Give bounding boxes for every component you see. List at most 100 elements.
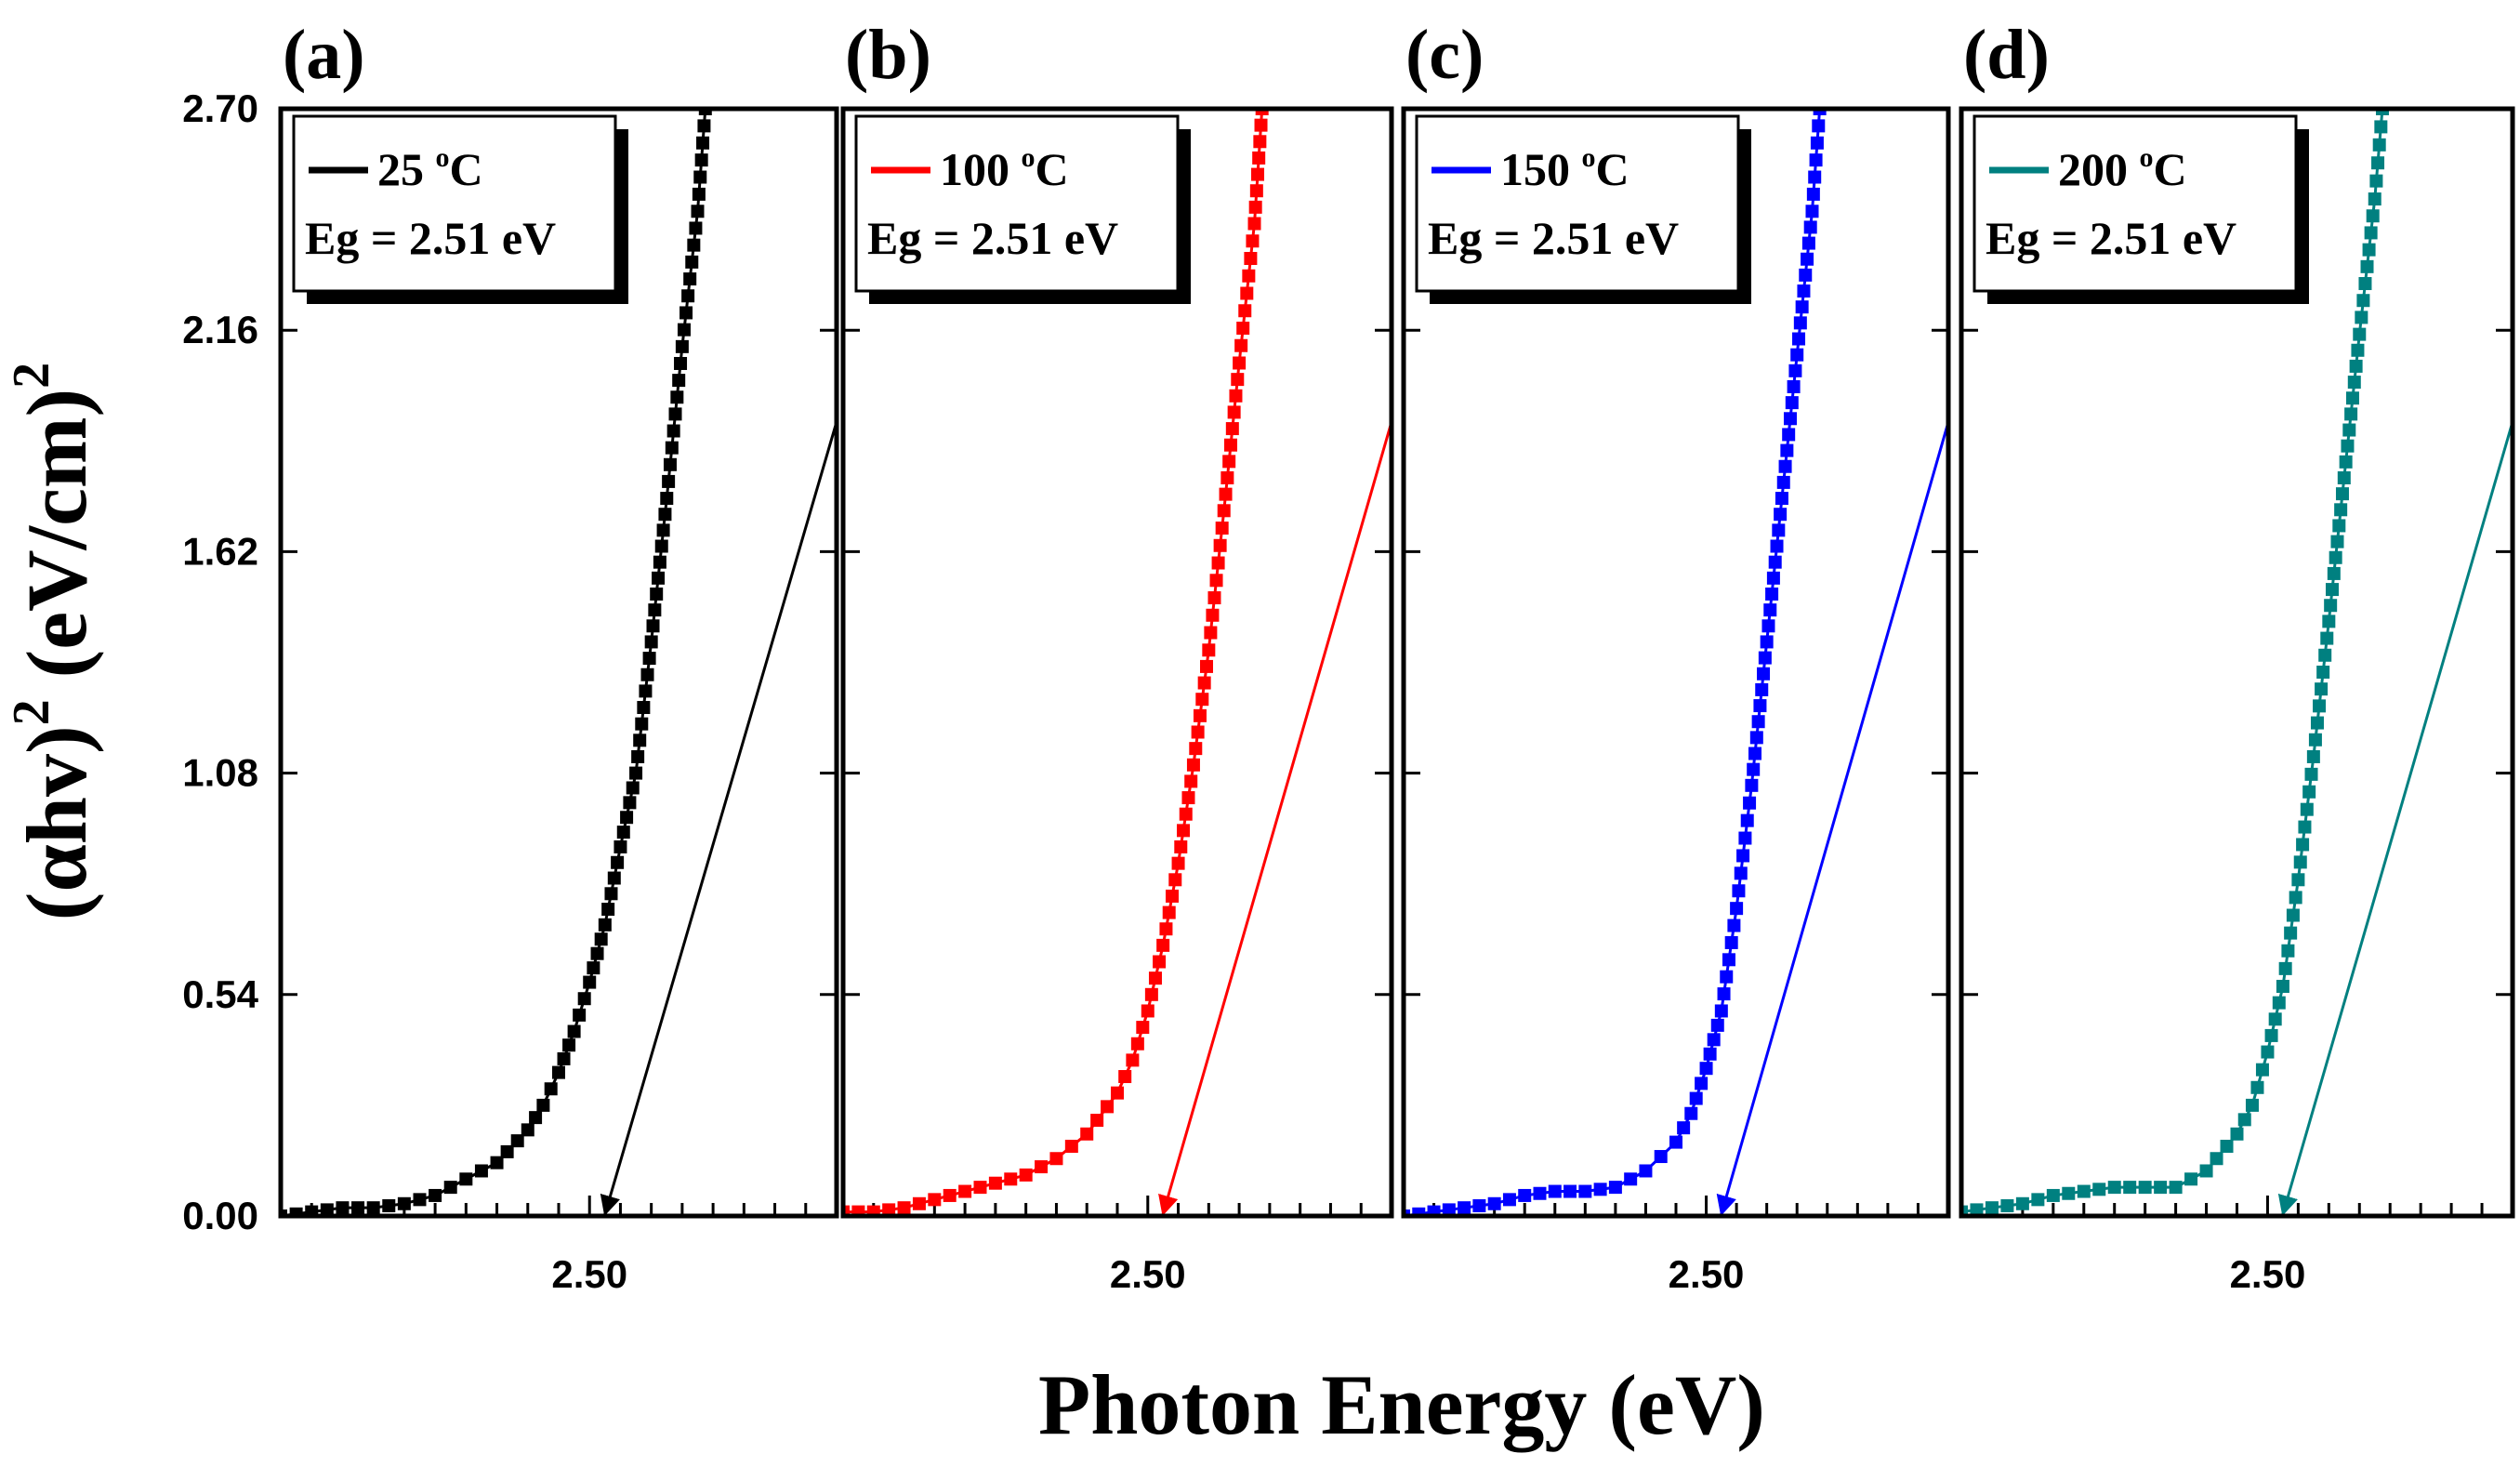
- data-point: [2318, 648, 2332, 662]
- legend-temperature: 100 oC: [940, 142, 1069, 195]
- data-point: [1427, 1205, 1441, 1216]
- data-point: [1803, 220, 1817, 234]
- series: [281, 109, 837, 1216]
- data-point: [689, 221, 703, 235]
- series: [843, 109, 1392, 1216]
- x-axis-title: Photon Energy (eV): [1038, 1357, 1765, 1452]
- data-point: [1111, 1086, 1124, 1100]
- data-point: [1156, 938, 1170, 952]
- data-point: [1240, 286, 1254, 300]
- data-point: [2300, 802, 2314, 816]
- data-point: [692, 187, 706, 201]
- legend-degree: o: [436, 142, 450, 173]
- data-point: [1179, 807, 1193, 821]
- data-point: [1248, 200, 1262, 214]
- data-point: [663, 457, 677, 471]
- data-point: [1233, 356, 1247, 370]
- data-point: [1189, 742, 1203, 756]
- data-point: [1229, 389, 1243, 403]
- data-point: [552, 1065, 565, 1079]
- data-point: [443, 1181, 457, 1195]
- data-point: [2345, 391, 2359, 405]
- data-point: [694, 153, 708, 167]
- data-point: [1724, 935, 1738, 949]
- data-point: [1745, 778, 1759, 792]
- data-point: [1695, 1077, 1709, 1090]
- data-point: [604, 887, 618, 901]
- legend-box: [1972, 114, 2298, 293]
- data-point: [1707, 1033, 1721, 1047]
- panel-frame: [278, 106, 839, 1219]
- data-point: [1763, 603, 1777, 617]
- data-point: [536, 1098, 550, 1112]
- data-point: [2341, 439, 2355, 453]
- data-point: [1772, 523, 1786, 537]
- data-point: [583, 975, 597, 989]
- data-point: [683, 272, 697, 286]
- data-point: [2237, 1113, 2251, 1127]
- data-point: [2337, 471, 2351, 484]
- legend-temperature: 200 oC: [2058, 142, 2187, 195]
- data-point: [1166, 889, 1179, 903]
- data-point: [413, 1193, 427, 1207]
- data-point: [1717, 987, 1731, 1001]
- y-axis-title: (αhv)2 (eV/cm)2: [3, 363, 104, 920]
- data-point: [1472, 1198, 1486, 1212]
- legend-unit: C: [450, 143, 483, 195]
- data-point: [1703, 1047, 1717, 1061]
- data-point: [1755, 682, 1769, 696]
- data-point: [912, 1196, 926, 1210]
- data-point: [1795, 300, 1809, 314]
- data-point: [366, 1201, 380, 1215]
- data-point: [1801, 236, 1815, 250]
- data-point: [1204, 626, 1218, 640]
- data-point: [1797, 284, 1811, 298]
- data-point: [843, 1205, 850, 1216]
- data-point: [1766, 571, 1780, 585]
- data-point: [567, 1024, 581, 1038]
- data-point: [590, 946, 604, 960]
- data-point: [866, 1205, 880, 1216]
- data-point: [650, 587, 664, 601]
- data-point: [2372, 138, 2386, 152]
- legend-unit: C: [2154, 143, 2187, 195]
- data-point: [1765, 587, 1779, 601]
- data-point: [1699, 1062, 1713, 1076]
- data-point: [620, 811, 634, 825]
- data-point: [639, 684, 653, 698]
- data-point: [2284, 926, 2298, 940]
- data-point: [2322, 615, 2336, 628]
- data-point: [988, 1176, 1002, 1190]
- data-point: [320, 1203, 334, 1216]
- data-point: [1181, 791, 1195, 805]
- data-point: [1787, 379, 1801, 393]
- y-tick-label: 0.54: [182, 972, 258, 1016]
- data-point: [1747, 762, 1761, 776]
- data-point: [1487, 1196, 1501, 1210]
- legend-temperature-value: 100: [940, 143, 1022, 195]
- data-point: [1970, 1203, 1984, 1216]
- data-point: [1669, 1135, 1682, 1149]
- data-point: [557, 1051, 571, 1065]
- y-axis-title-rest: (eV/cm): [9, 389, 104, 700]
- data-point: [1220, 471, 1234, 484]
- data-point: [544, 1082, 558, 1096]
- data-point: [1780, 443, 1794, 457]
- data-point: [1222, 455, 1236, 469]
- legend: 200 oC Eg = 2.51 eV: [1972, 114, 2309, 304]
- data-point: [2077, 1184, 2091, 1198]
- data-point: [2332, 519, 2346, 533]
- data-point: [1211, 556, 1225, 570]
- data-point: [1246, 234, 1260, 248]
- data-point: [2293, 855, 2307, 869]
- data-point: [2304, 767, 2318, 781]
- y-axis-title-open: (αhv): [9, 725, 104, 920]
- data-point: [2272, 996, 2286, 1010]
- series: [1961, 109, 2513, 1216]
- data-point: [598, 918, 612, 932]
- data-point: [665, 441, 679, 455]
- legend-degree: o: [1022, 142, 1036, 173]
- data-point: [2320, 631, 2334, 645]
- x-tick-label: 2.50: [1110, 1252, 1186, 1296]
- data-point: [2325, 583, 2339, 597]
